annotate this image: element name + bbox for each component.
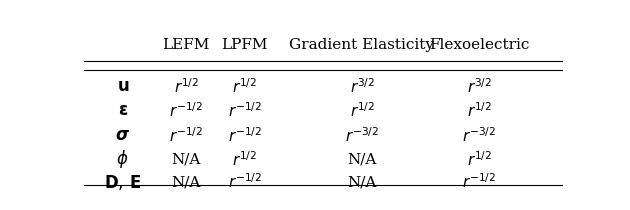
Text: N/A: N/A bbox=[171, 152, 201, 166]
Text: $r^{1/2}$: $r^{1/2}$ bbox=[232, 77, 257, 96]
Text: $r^{-1/2}$: $r^{-1/2}$ bbox=[462, 173, 496, 191]
Text: $\mathbf{u}$: $\mathbf{u}$ bbox=[117, 78, 129, 95]
Text: $r^{1/2}$: $r^{1/2}$ bbox=[232, 150, 257, 169]
Text: N/A: N/A bbox=[347, 152, 377, 166]
Text: $r^{1/2}$: $r^{1/2}$ bbox=[350, 102, 374, 120]
Text: $r^{-3/2}$: $r^{-3/2}$ bbox=[462, 126, 496, 144]
Text: $\boldsymbol{\varepsilon}$: $\boldsymbol{\varepsilon}$ bbox=[118, 102, 128, 119]
Text: N/A: N/A bbox=[171, 175, 201, 189]
Text: LEFM: LEFM bbox=[163, 38, 210, 52]
Text: $r^{-3/2}$: $r^{-3/2}$ bbox=[345, 126, 379, 144]
Text: N/A: N/A bbox=[347, 175, 377, 189]
Text: Gradient Elasticity: Gradient Elasticity bbox=[289, 38, 435, 52]
Text: $\boldsymbol{\sigma}$: $\boldsymbol{\sigma}$ bbox=[115, 127, 130, 144]
Text: $\mathbf{D},\, \mathbf{E}$: $\mathbf{D},\, \mathbf{E}$ bbox=[104, 173, 141, 192]
Text: $\phi$: $\phi$ bbox=[117, 148, 129, 170]
Text: LPFM: LPFM bbox=[222, 38, 268, 52]
Text: Flexoelectric: Flexoelectric bbox=[429, 38, 529, 52]
Text: $r^{1/2}$: $r^{1/2}$ bbox=[174, 77, 198, 96]
Text: $r^{-1/2}$: $r^{-1/2}$ bbox=[169, 102, 203, 120]
Text: $r^{1/2}$: $r^{1/2}$ bbox=[467, 150, 491, 169]
Text: $r^{-1/2}$: $r^{-1/2}$ bbox=[228, 102, 261, 120]
Text: $r^{-1/2}$: $r^{-1/2}$ bbox=[228, 173, 261, 191]
Text: $r^{-1/2}$: $r^{-1/2}$ bbox=[228, 126, 261, 144]
Text: $r^{3/2}$: $r^{3/2}$ bbox=[467, 77, 491, 96]
Text: $r^{3/2}$: $r^{3/2}$ bbox=[350, 77, 374, 96]
Text: $r^{-1/2}$: $r^{-1/2}$ bbox=[169, 126, 203, 144]
Text: $r^{1/2}$: $r^{1/2}$ bbox=[467, 102, 491, 120]
